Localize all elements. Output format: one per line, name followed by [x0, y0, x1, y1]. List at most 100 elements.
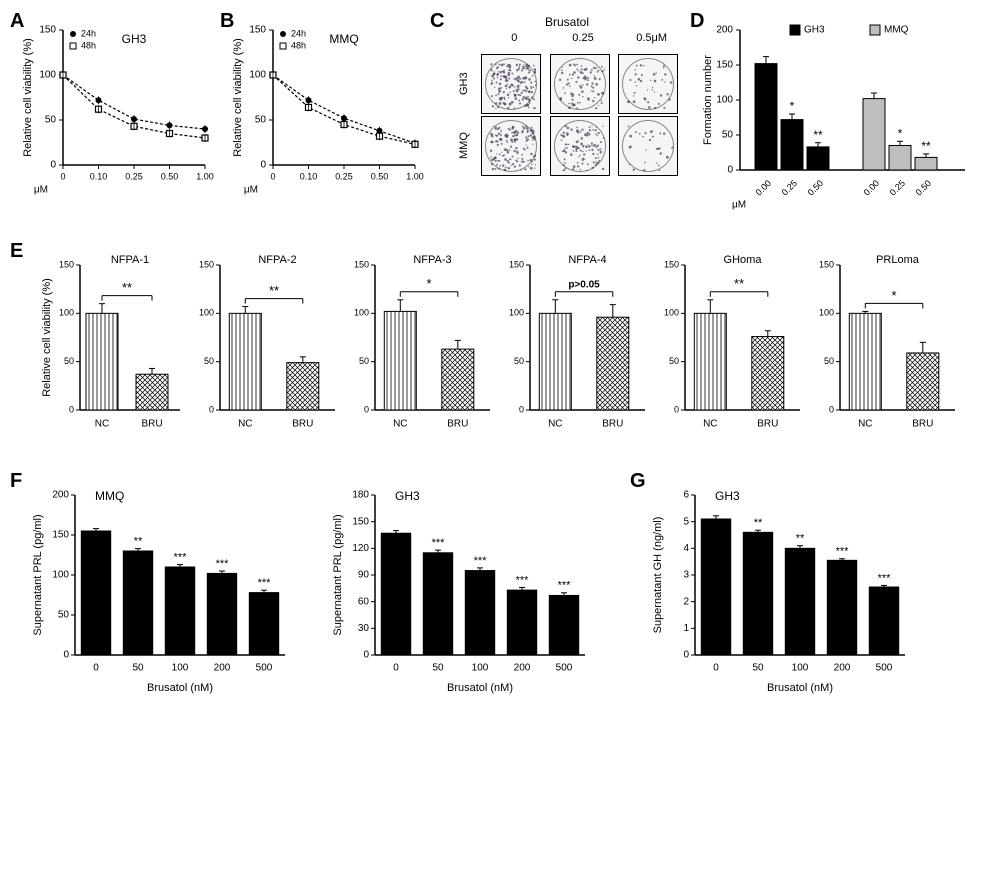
panel-a: A 05010015000.100.250.501.00Relative cel…	[15, 15, 215, 195]
panel-f: F 050100150200Supernatant PRL (pg/ml)Bru…	[15, 475, 615, 705]
svg-text:0.00: 0.00	[862, 178, 881, 197]
svg-text:500: 500	[876, 663, 893, 674]
svg-text:0.10: 0.10	[90, 171, 108, 181]
svg-text:0.25: 0.25	[335, 171, 353, 181]
svg-text:100: 100	[59, 308, 74, 318]
svg-text:μM: μM	[244, 185, 258, 195]
svg-text:0: 0	[683, 650, 689, 661]
panel-c-title: Brusatol	[449, 15, 685, 29]
svg-text:50: 50	[45, 115, 57, 126]
svg-text:100: 100	[354, 308, 369, 318]
svg-text:0: 0	[674, 404, 679, 414]
svg-text:50: 50	[669, 356, 679, 366]
figure-container: A 05010015000.100.250.501.00Relative cel…	[15, 15, 985, 705]
svg-text:100: 100	[472, 663, 489, 674]
svg-text:48h: 48h	[291, 40, 306, 50]
svg-text:0.50: 0.50	[161, 171, 179, 181]
svg-text:0.50: 0.50	[806, 178, 825, 197]
svg-text:150: 150	[664, 259, 679, 269]
svg-text:***: ***	[258, 577, 272, 589]
svg-text:Brusatol (nM): Brusatol (nM)	[767, 682, 833, 694]
svg-text:***: ***	[558, 580, 572, 592]
svg-text:0: 0	[364, 404, 369, 414]
svg-text:Relative cell viability (%): Relative cell viability (%)	[41, 278, 53, 397]
svg-text:BRU: BRU	[141, 419, 162, 430]
svg-text:MMQ: MMQ	[95, 489, 124, 503]
svg-text:150: 150	[716, 60, 733, 71]
svg-text:50: 50	[132, 663, 144, 674]
row-1: A 05010015000.100.250.501.00Relative cel…	[15, 15, 985, 215]
panel-e-label: E	[10, 240, 23, 263]
row-2: E 050100150Relative cell viability (%)NF…	[15, 245, 985, 445]
panel-d-label: D	[690, 10, 704, 33]
svg-text:100: 100	[39, 70, 56, 81]
svg-text:Supernatant GH (ng/ml): Supernatant GH (ng/ml)	[652, 517, 664, 634]
svg-text:0: 0	[829, 404, 834, 414]
chart-b: 05010015000.100.250.501.00Relative cell …	[225, 15, 425, 195]
svg-text:6: 6	[683, 490, 689, 501]
svg-text:NC: NC	[95, 419, 109, 430]
chart-a: 05010015000.100.250.501.00Relative cell …	[15, 15, 215, 195]
svg-text:200: 200	[214, 663, 231, 674]
svg-text:0: 0	[63, 650, 69, 661]
svg-text:**: **	[796, 533, 805, 545]
svg-text:GH3: GH3	[395, 489, 420, 503]
svg-text:150: 150	[52, 530, 69, 541]
panel-f-label: F	[10, 470, 22, 493]
svg-text:24h: 24h	[291, 28, 306, 38]
svg-text:0: 0	[260, 160, 266, 171]
svg-text:μM: μM	[34, 185, 48, 195]
svg-text:***: ***	[432, 537, 446, 549]
svg-text:***: ***	[516, 574, 530, 586]
svg-text:150: 150	[352, 516, 369, 527]
svg-text:Brusatol (nM): Brusatol (nM)	[147, 682, 213, 694]
svg-text:150: 150	[199, 259, 214, 269]
svg-text:200: 200	[716, 25, 733, 36]
svg-text:***: ***	[878, 572, 892, 584]
svg-text:NC: NC	[548, 419, 562, 430]
svg-text:30: 30	[358, 623, 370, 634]
svg-text:**: **	[734, 276, 744, 291]
svg-text:0.10: 0.10	[300, 171, 318, 181]
panel-c-label: C	[430, 10, 444, 33]
svg-text:150: 150	[39, 25, 56, 36]
svg-text:0: 0	[270, 171, 275, 181]
svg-text:0: 0	[69, 404, 74, 414]
svg-text:100: 100	[664, 308, 679, 318]
svg-text:BRU: BRU	[602, 419, 623, 430]
svg-text:150: 150	[59, 259, 74, 269]
svg-text:Supernatant PRL (pg/ml): Supernatant PRL (pg/ml)	[32, 514, 44, 635]
svg-text:1.00: 1.00	[196, 171, 214, 181]
svg-text:BRU: BRU	[912, 419, 933, 430]
svg-text:200: 200	[514, 663, 531, 674]
svg-text:50: 50	[722, 130, 734, 141]
svg-text:50: 50	[752, 663, 764, 674]
svg-text:100: 100	[52, 570, 69, 581]
svg-text:50: 50	[432, 663, 444, 674]
svg-text:0.25: 0.25	[125, 171, 143, 181]
svg-text:50: 50	[58, 610, 70, 621]
svg-text:100: 100	[199, 308, 214, 318]
panel-g-chart: 0123456Supernatant GH (ng/ml)Brusatol (n…	[645, 475, 935, 695]
panel-e-charts: 0 50 100 150 Relative cell viability (%) NFPA…	[35, 245, 985, 435]
svg-text:NFPA-3: NFPA-3	[413, 254, 451, 266]
svg-text:1: 1	[683, 623, 689, 634]
svg-text:GH3: GH3	[804, 25, 825, 36]
svg-text:**: **	[921, 139, 931, 153]
svg-text:**: **	[269, 283, 279, 298]
svg-text:24h: 24h	[81, 28, 96, 38]
svg-text:NC: NC	[393, 419, 407, 430]
svg-text:**: **	[754, 517, 763, 529]
svg-text:PRLoma: PRLoma	[876, 254, 920, 266]
svg-text:0: 0	[363, 650, 369, 661]
svg-text:150: 150	[509, 259, 524, 269]
panel-g-label: G	[630, 470, 646, 493]
svg-text:*: *	[790, 99, 795, 113]
svg-text:Brusatol (nM): Brusatol (nM)	[447, 682, 513, 694]
panel-g: G 0123456Supernatant GH (ng/ml)Brusatol …	[635, 475, 935, 705]
svg-text:200: 200	[834, 663, 851, 674]
svg-text:0: 0	[713, 663, 719, 674]
svg-text:***: ***	[836, 546, 850, 558]
svg-text:NC: NC	[703, 419, 717, 430]
svg-text:180: 180	[352, 490, 369, 501]
